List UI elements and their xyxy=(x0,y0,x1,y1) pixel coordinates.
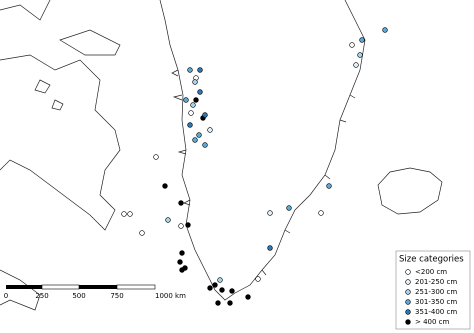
legend-swatch xyxy=(405,299,411,305)
scale-segment xyxy=(6,285,42,289)
observation-point xyxy=(139,230,145,236)
legend-label: 351-400 cm xyxy=(415,308,457,316)
scale-segment xyxy=(116,284,156,290)
observation-point xyxy=(219,287,225,293)
observation-point xyxy=(197,89,203,95)
scale-label: 750 xyxy=(110,292,123,300)
observation-point xyxy=(188,110,194,116)
scale-label: 1000 km xyxy=(155,292,186,300)
observation-point xyxy=(215,300,221,306)
scale-label: 0 xyxy=(4,292,8,300)
legend-label: 201-250 cm xyxy=(415,278,457,286)
observations xyxy=(121,27,388,306)
observation-point xyxy=(183,97,189,103)
scale-bar xyxy=(6,284,156,290)
observation-point xyxy=(182,265,188,271)
observation-point xyxy=(359,37,365,43)
observation-point xyxy=(382,27,388,33)
observation-point xyxy=(318,210,324,216)
scale-label: 250 xyxy=(35,292,48,300)
observation-point xyxy=(245,294,251,300)
scale-segment xyxy=(41,284,80,290)
legend-label: <200 cm xyxy=(415,268,447,276)
observation-point xyxy=(207,127,213,133)
observation-point xyxy=(267,210,273,216)
observation-point xyxy=(202,112,208,118)
observation-point xyxy=(202,142,208,148)
lakes xyxy=(34,79,64,111)
coastlines xyxy=(0,0,443,311)
observation-point xyxy=(217,277,223,283)
legend-swatch xyxy=(405,319,411,325)
fjords xyxy=(171,69,356,276)
observation-point xyxy=(207,285,213,291)
observation-point xyxy=(196,132,202,138)
observation-point xyxy=(197,67,203,73)
observation-point xyxy=(165,217,171,223)
legend: Size categories <200 cm 201-250 cm 251-300 … xyxy=(399,255,464,327)
legend-label: 301-350 cm xyxy=(415,298,457,306)
legend-swatch xyxy=(405,279,411,285)
scale-segment xyxy=(79,285,117,289)
observation-point xyxy=(192,79,198,85)
greenland-coast xyxy=(159,0,366,301)
observation-point xyxy=(178,200,184,206)
observation-point xyxy=(326,183,332,189)
observation-point xyxy=(357,52,363,58)
observation-point xyxy=(177,259,183,265)
observation-point xyxy=(255,276,261,282)
observation-point xyxy=(127,211,133,217)
legend-swatch xyxy=(405,269,411,275)
iceland-coast xyxy=(377,167,443,215)
observation-point xyxy=(192,137,198,143)
legend-swatch xyxy=(405,289,411,295)
observation-point xyxy=(349,42,355,48)
observation-point xyxy=(212,282,218,288)
observation-point xyxy=(286,205,292,211)
legend-label: 251-300 cm xyxy=(415,288,457,296)
scale-labels: 0 250 500 750 1000 km xyxy=(4,292,186,300)
observation-point xyxy=(162,183,168,189)
observation-point xyxy=(353,62,359,68)
legend-label: > 400 cm xyxy=(415,318,450,326)
observation-point xyxy=(187,67,193,73)
observation-point xyxy=(187,122,193,128)
observation-point xyxy=(227,300,233,306)
scale-label: 500 xyxy=(72,292,85,300)
legend-swatch xyxy=(405,309,411,315)
observation-point xyxy=(190,102,196,108)
observation-point xyxy=(178,223,184,229)
observation-point xyxy=(193,97,199,103)
observation-point xyxy=(121,211,127,217)
legend-title: Size categories xyxy=(399,255,464,265)
observation-point xyxy=(179,250,185,256)
canada-coast xyxy=(0,0,121,311)
observation-point xyxy=(153,154,159,160)
observation-point xyxy=(267,245,273,251)
observation-point xyxy=(185,222,191,228)
observation-point xyxy=(229,288,235,294)
